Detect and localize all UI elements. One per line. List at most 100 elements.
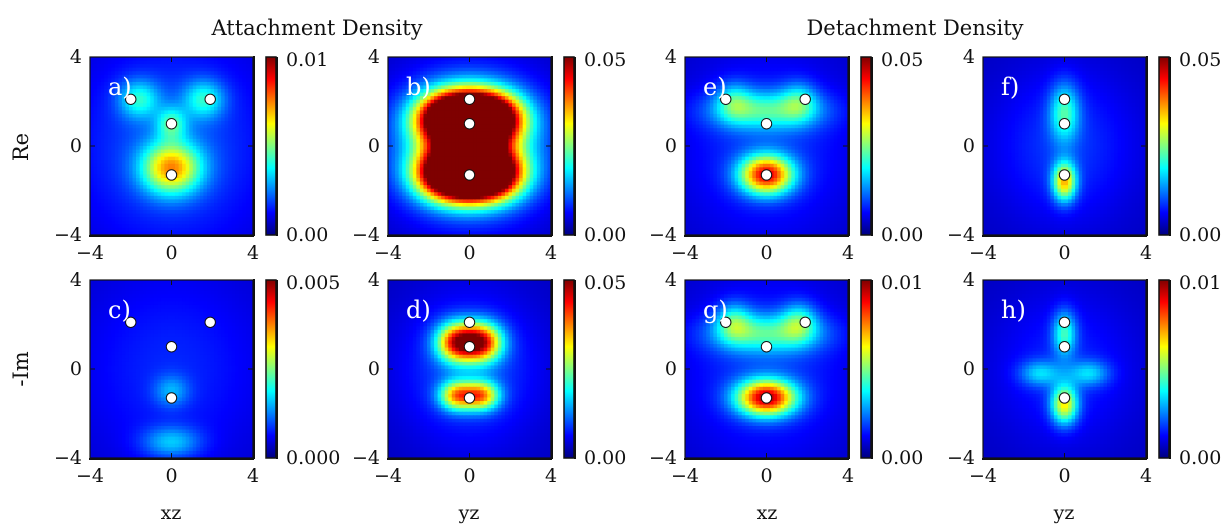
y-tick-label-panel-f: 4 — [963, 46, 975, 68]
x-tick-label-panel-c: 0 — [165, 465, 177, 487]
y-tick-label-panel-f: 0 — [963, 135, 975, 157]
heatmap-panel-f: −4−4 0 0 4 4 f) 0.05 0.00 — [947, 46, 1221, 264]
y-tick-label-panel-a: −4 — [54, 224, 82, 246]
panel-label-panel-f: f) — [1001, 73, 1019, 101]
colorbar-max-label-panel-g: 0.01 — [881, 272, 923, 294]
heatmap-panel-d: −4−40044d)0.050.00 — [352, 269, 626, 487]
y-tick-label-panel-c: 0 — [70, 358, 82, 380]
colorbar-min-label-panel-e: 0.00 — [881, 224, 923, 246]
x-tick-label-panel-a: 0 — [165, 242, 177, 264]
colorbar-panel-f: 0.05 0.00 — [1159, 49, 1221, 246]
colorbar-panel-b: 0.05 0.00 — [564, 49, 626, 246]
atom-marker-panel-b — [464, 94, 474, 104]
atom-marker-panel-h — [1059, 317, 1069, 327]
x-tick-label-panel-g: 4 — [842, 465, 854, 487]
colorbar-min-label-panel-b: 0.00 — [584, 224, 626, 246]
panel-label-panel-a: a) — [108, 73, 132, 101]
y-tick-label-panel-h: 0 — [963, 358, 975, 380]
atom-marker-panel-d — [464, 317, 474, 327]
attachment-group-title: Attachment Density — [210, 16, 422, 40]
atom-marker-panel-c — [166, 342, 176, 352]
atom-marker-panel-e — [761, 119, 771, 129]
colorbar-panel-g: 0.01 0.00 — [861, 272, 923, 469]
y-tick-label-panel-e: 4 — [665, 46, 677, 68]
y-tick-label-panel-f: −4 — [947, 224, 975, 246]
colorbar-panel-c: 0.005 0.000 — [266, 272, 340, 469]
atom-marker-panel-c — [205, 317, 215, 327]
colorbar-min-label-panel-d: 0.00 — [584, 447, 626, 469]
x-tick-label-panel-b: 4 — [545, 242, 557, 264]
y-tick-label-panel-b: 0 — [368, 135, 380, 157]
x-tick-label-panel-d: 0 — [463, 465, 475, 487]
y-tick-label-panel-a: 0 — [70, 135, 82, 157]
y-tick-label-panel-g: 4 — [665, 269, 677, 291]
column-label-yz-2: yz — [1053, 502, 1075, 524]
atom-marker-panel-e — [800, 94, 810, 104]
atom-marker-panel-a — [205, 94, 215, 104]
y-tick-label-panel-b: −4 — [352, 224, 380, 246]
atom-marker-panel-f — [1059, 170, 1069, 180]
atom-marker-panel-b — [464, 170, 474, 180]
colorbar-min-label-panel-f: 0.00 — [1179, 224, 1221, 246]
y-tick-label-panel-d: 4 — [368, 269, 380, 291]
y-tick-label-panel-b: 4 — [368, 46, 380, 68]
atom-marker-panel-f — [1059, 94, 1069, 104]
heatmap-panel-e: −4−4 0 0 4 4 e) 0.05 0.00 — [649, 46, 923, 264]
column-label-yz-1: yz — [458, 502, 480, 524]
colorbar-min-label-panel-h: 0.00 — [1179, 447, 1221, 469]
colorbar-panel-h: 0.01 0.00 — [1159, 272, 1221, 469]
y-tick-label-panel-c: −4 — [54, 447, 82, 469]
panel-label-panel-d: d) — [406, 296, 431, 324]
x-tick-label-panel-c: 4 — [247, 465, 259, 487]
colorbar-min-label-panel-a: 0.00 — [286, 224, 328, 246]
x-tick-label-panel-h: 0 — [1058, 465, 1070, 487]
colorbar-panel-d: 0.05 0.00 — [564, 272, 626, 469]
y-tick-label-panel-h: −4 — [947, 447, 975, 469]
x-tick-label-panel-f: 4 — [1140, 242, 1152, 264]
atom-marker-panel-d — [464, 393, 474, 403]
panel-label-panel-b: b) — [406, 73, 431, 101]
x-tick-label-panel-e: 0 — [760, 242, 772, 264]
detachment-group-title: Detachment Density — [806, 16, 1023, 40]
atom-marker-panel-g — [761, 342, 771, 352]
row-label-re: Re — [9, 133, 33, 161]
colorbar-max-label-panel-e: 0.05 — [881, 49, 923, 71]
x-tick-label-panel-b: 0 — [463, 242, 475, 264]
colorbar-max-label-panel-d: 0.05 — [584, 272, 626, 294]
colorbar-max-label-panel-b: 0.05 — [584, 49, 626, 71]
heatmap-panel-b: −4−4 0 0 4 4 b) 0.05 0.00 — [352, 46, 626, 264]
panel-label-panel-g: g) — [703, 296, 728, 324]
column-label-xz-2: xz — [757, 502, 778, 524]
colorbar-max-label-panel-h: 0.01 — [1179, 272, 1221, 294]
heatmap-panel-a: −4−4 0 0 4 4 a) 0.01 0.00 — [54, 46, 328, 264]
atom-marker-panel-h — [1059, 393, 1069, 403]
y-tick-label-panel-g: 0 — [665, 358, 677, 380]
row-label-im: -Im — [9, 351, 33, 386]
colorbar-max-label-panel-c: 0.005 — [286, 272, 340, 294]
colorbar-min-label-panel-c: 0.000 — [286, 447, 340, 469]
y-tick-label-panel-e: −4 — [649, 224, 677, 246]
atom-marker-panel-d — [464, 342, 474, 352]
y-tick-label-panel-c: 4 — [70, 269, 82, 291]
atom-marker-panel-h — [1059, 342, 1069, 352]
x-tick-label-panel-a: 4 — [247, 242, 259, 264]
atom-marker-panel-g — [800, 317, 810, 327]
colorbar-panel-e: 0.05 0.00 — [861, 49, 923, 246]
x-tick-label-panel-h: 4 — [1140, 465, 1152, 487]
atom-marker-panel-a — [166, 170, 176, 180]
y-tick-label-panel-e: 0 — [665, 135, 677, 157]
panel-label-panel-e: e) — [703, 73, 727, 101]
x-tick-label-panel-f: 0 — [1058, 242, 1070, 264]
colorbar-panel-a: 0.01 0.00 — [266, 49, 328, 246]
y-tick-label-panel-g: −4 — [649, 447, 677, 469]
heatmap-panel-h: −4−4 0 0 4 4 h) 0.01 0.00 — [947, 269, 1221, 487]
colorbar-max-label-panel-a: 0.01 — [286, 49, 328, 71]
x-tick-label-panel-e: 4 — [842, 242, 854, 264]
atom-marker-panel-e — [761, 170, 771, 180]
y-tick-label-panel-d: −4 — [352, 447, 380, 469]
y-tick-label-panel-a: 4 — [70, 46, 82, 68]
heatmap-panel-g: −4−4 0 0 4 4 g) 0.01 0.00 — [649, 269, 923, 487]
heatmap-panel-c: −4−4 0 0 4 4 c) 0.005 0.000 — [54, 269, 340, 487]
y-tick-label-panel-h: 4 — [963, 269, 975, 291]
